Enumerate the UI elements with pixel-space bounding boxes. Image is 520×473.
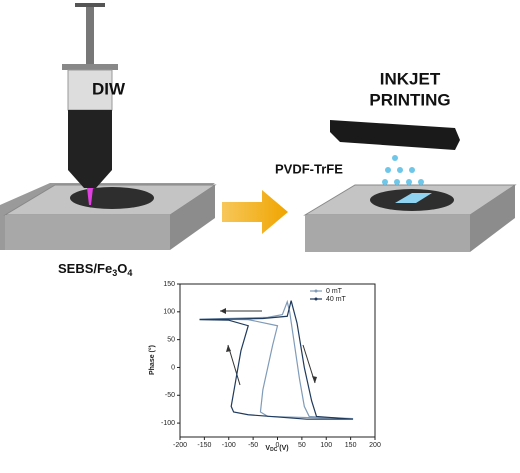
plot-frame bbox=[179, 283, 376, 438]
x-label-text: V bbox=[265, 445, 270, 452]
legend-marker bbox=[314, 297, 318, 301]
x-tick-label: 0 bbox=[276, 442, 280, 449]
x-tick-label: 50 bbox=[298, 442, 306, 449]
inkjet-label: INKJET bbox=[380, 69, 441, 88]
annotation-arrow bbox=[312, 376, 317, 383]
droplets bbox=[382, 155, 424, 185]
y-tick-label: -100 bbox=[161, 420, 175, 427]
x-tick-label: 200 bbox=[369, 442, 381, 449]
x-axis-label: VDC (V) bbox=[265, 445, 288, 453]
sebs-sub: 3 bbox=[112, 268, 117, 278]
plate-front bbox=[305, 215, 470, 252]
plate-right bbox=[170, 185, 215, 250]
syringe-cone bbox=[68, 170, 112, 188]
y-tick-label: 0 bbox=[171, 364, 175, 371]
legend-label: 40 mT bbox=[326, 296, 347, 303]
pvdf-label: PVDF-TrFE bbox=[275, 161, 343, 176]
inkjet-label: PRINTING bbox=[369, 90, 450, 109]
diw-label: DIW bbox=[92, 79, 126, 98]
x-tick-label: -100 bbox=[222, 442, 236, 449]
hysteresis-plot: VDC (V) Phase (°) -200 -150 -100 -50 0 50 100 1… bbox=[148, 281, 381, 453]
loop-line bbox=[199, 300, 354, 420]
sebs-text: SEBS/Fe bbox=[58, 261, 112, 276]
y-tick-label: 100 bbox=[163, 309, 175, 316]
legend-marker bbox=[314, 289, 318, 293]
nozzle bbox=[87, 188, 93, 205]
pvdf-film bbox=[395, 193, 432, 203]
x-tick-label: -50 bbox=[248, 442, 258, 449]
plunger-rod bbox=[86, 7, 94, 67]
y-axis-label: Phase (°) bbox=[148, 345, 156, 375]
x-tick-label: 100 bbox=[320, 442, 332, 449]
syringe-ink bbox=[68, 110, 112, 170]
y-tick-label: 150 bbox=[163, 281, 175, 288]
annotation-arrow bbox=[227, 344, 241, 386]
plate-front bbox=[5, 215, 170, 250]
sebs-text: O bbox=[117, 261, 127, 276]
sebs-label: SEBS/Fe3O4 bbox=[58, 261, 132, 278]
x-tick-label: 150 bbox=[345, 442, 357, 449]
legend-label: 0 mT bbox=[326, 288, 343, 295]
process-arrow bbox=[222, 190, 288, 234]
sebs-sub: 4 bbox=[127, 268, 132, 278]
syringe-barrel bbox=[67, 69, 113, 111]
y-tick-label: -50 bbox=[165, 392, 175, 399]
y-tick-label: 50 bbox=[167, 336, 175, 343]
inkjet-head bbox=[330, 120, 460, 150]
syringe-flange bbox=[62, 64, 118, 70]
annotation-arrow bbox=[226, 345, 231, 352]
sebs-disk bbox=[70, 187, 154, 209]
plate-right bbox=[470, 185, 515, 252]
x-label-sub: DC bbox=[270, 447, 278, 453]
x-tick-label: -200 bbox=[173, 442, 187, 449]
x-label-text: (V) bbox=[277, 445, 288, 452]
annotation-arrow bbox=[220, 308, 226, 314]
plunger-top bbox=[75, 3, 105, 7]
x-tick-label: -150 bbox=[197, 442, 211, 449]
